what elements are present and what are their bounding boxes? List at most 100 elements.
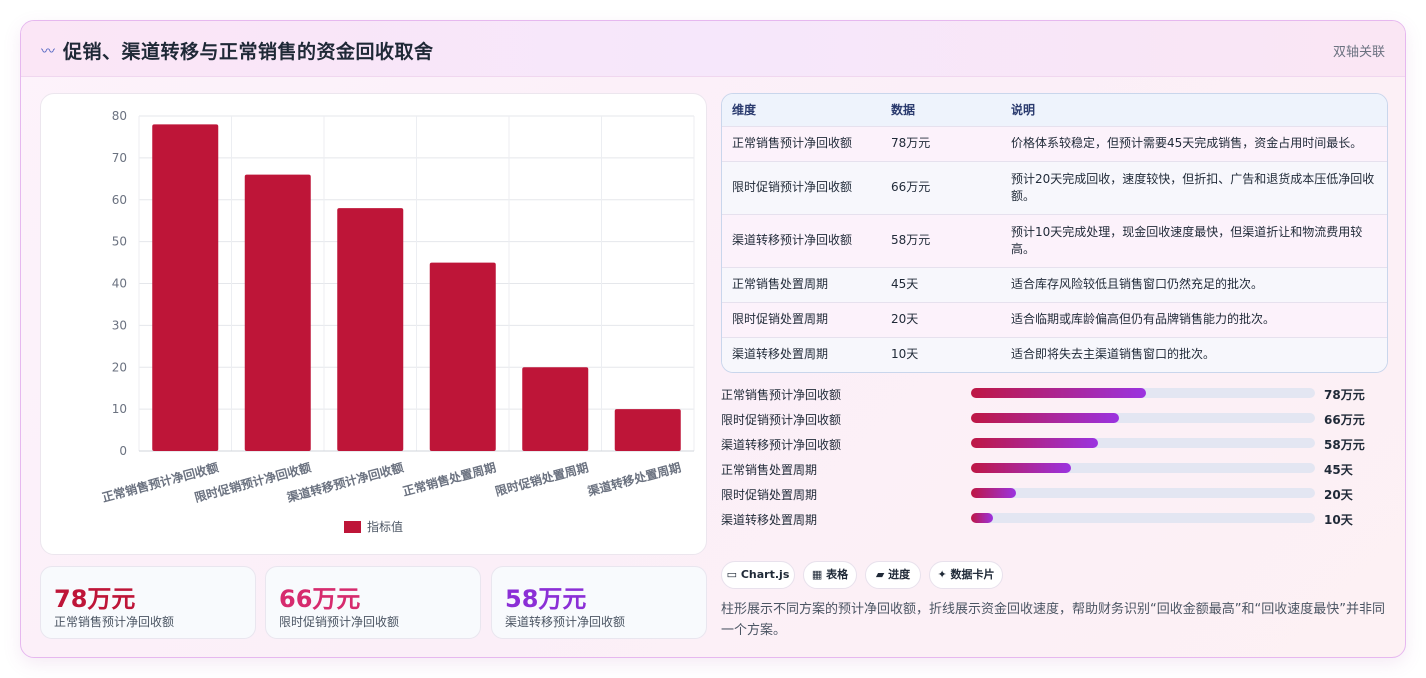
footer-note: 柱形展示不同方案的预计净回收额，折线展示资金回收速度，帮助财务识别“回收金额最高… — [721, 602, 1385, 638]
progress-label: 限时促销预计净回收额 — [721, 413, 842, 427]
progress-label: 渠道转移预计净回收额 — [721, 438, 842, 452]
progress-track — [971, 463, 1315, 473]
chip-table[interactable]: ▦ 表格 — [803, 561, 857, 589]
bar — [429, 262, 496, 451]
y-tick-label: 10 — [112, 402, 127, 416]
progress-value: 10天 — [1324, 513, 1353, 527]
table-cell: 20天 — [881, 301, 1001, 337]
y-tick-label: 20 — [112, 360, 127, 374]
table-cell: 78万元 — [881, 125, 1001, 161]
stat-value: 78万元 — [54, 585, 136, 613]
y-tick-label: 60 — [112, 193, 127, 207]
table-cell: 限时促销处置周期 — [722, 301, 881, 337]
bar — [244, 174, 311, 451]
bar — [152, 124, 219, 451]
table-icon: ▦ — [811, 568, 823, 581]
legend-swatch — [344, 521, 361, 533]
progress-label: 正常销售处置周期 — [721, 463, 818, 477]
progress-value: 58万元 — [1324, 438, 1365, 452]
stat-card-channel: 58万元 渠道转移预计净回收额 — [491, 566, 707, 639]
stat-label: 渠道转移预计净回收额 — [505, 615, 626, 629]
x-tick-label: 正常销售处置周期 — [401, 459, 498, 498]
table-row: 渠道转移预计净回收额 58万元 预计10天完成处理，现金回收速度最快，但渠道折让… — [722, 213, 1387, 267]
progress-fill — [971, 488, 1016, 498]
table-cell: 渠道转移处置周期 — [722, 336, 881, 372]
table-cell: 适合即将失去主渠道销售窗口的批次。 — [1001, 336, 1387, 372]
page-title: 促销、渠道转移与正常销售的资金回收取舍 — [63, 41, 434, 63]
y-tick-label: 80 — [112, 109, 127, 123]
header-tag: 双轴关联 — [1332, 45, 1385, 60]
table-cell: 限时促销预计净回收额 — [722, 160, 881, 214]
table-cell: 45天 — [881, 266, 1001, 302]
wave-icon: 〰 — [41, 44, 55, 60]
table-row: 正常销售处置周期 45天 适合库存风险较低且销售窗口仍然充足的批次。 — [722, 266, 1387, 302]
table-header-row: 维度 数据 说明 — [722, 94, 1387, 126]
progress-list: 正常销售预计净回收额 78万元 限时促销预计净回收额 66万元 渠道转移预计净回… — [721, 383, 1388, 533]
chip-progress[interactable]: ▰ 进度 — [865, 561, 921, 589]
progress-value: 78万元 — [1324, 388, 1365, 402]
stat-card-promo: 66万元 限时促销预计净回收额 — [265, 566, 481, 639]
table-row: 限时促销预计净回收额 66万元 预计20天完成回收，速度较快，但折扣、广告和退货… — [722, 160, 1387, 214]
progress-track — [971, 413, 1315, 423]
progress-track — [971, 488, 1315, 498]
table-cell: 预计20天完成回收，速度较快，但折扣、广告和退货成本压低净回收额。 — [1001, 160, 1387, 214]
table-cell: 66万元 — [881, 160, 1001, 214]
chip-chartjs[interactable]: ▭ Chart.js — [721, 561, 795, 589]
stat-value: 66万元 — [279, 585, 361, 613]
stat-card-normal: 78万元 正常销售预计净回收额 — [40, 566, 256, 639]
chip-data-cards[interactable]: ✦ 数据卡片 — [929, 561, 1003, 589]
legend-label: 指标值 — [367, 519, 403, 534]
table-cell: 预计10天完成处理，现金回收速度最快，但渠道折让和物流费用较高。 — [1001, 213, 1387, 267]
table-cell: 10天 — [881, 336, 1001, 372]
bar — [614, 409, 681, 451]
progress-label: 限时促销处置周期 — [721, 488, 818, 502]
x-tick-label: 渠道转移处置周期 — [586, 459, 683, 498]
y-tick-label: 0 — [119, 444, 127, 458]
bar-chart-panel: 0 10 20 30 40 50 60 70 80 正常销售预计净回收额 限时促销预计净回收额 渠道转… — [40, 93, 707, 555]
folder-icon: ▰ — [875, 568, 885, 581]
stat-value: 58万元 — [505, 585, 587, 613]
progress-row: 渠道转移预计净回收额 58万元 — [721, 433, 1388, 458]
progress-label: 正常销售预计净回收额 — [721, 388, 842, 402]
stat-label: 限时促销预计净回收额 — [279, 615, 400, 629]
table-cell: 适合临期或库龄偏高但仍有品牌销售能力的批次。 — [1001, 301, 1387, 337]
table-cell: 正常销售处置周期 — [722, 266, 881, 302]
sparkle-icon: ✦ — [937, 568, 947, 581]
progress-fill — [971, 463, 1071, 473]
window-icon: ▭ — [726, 568, 738, 581]
table-cell: 价格体系较稳定，但预计需要45天完成销售，资金占用时间最长。 — [1001, 125, 1387, 161]
stat-label: 正常销售预计净回收额 — [54, 615, 175, 629]
chip-label: 表格 — [826, 568, 849, 581]
progress-row: 渠道转移处置周期 10天 — [721, 508, 1388, 533]
x-tick-label: 限时促销处置周期 — [493, 459, 590, 498]
column-header: 维度 — [732, 103, 757, 118]
progress-fill — [971, 438, 1099, 448]
table-cell: 正常销售预计净回收额 — [722, 125, 881, 161]
chip-label: 数据卡片 — [950, 568, 995, 581]
bar — [522, 367, 589, 451]
progress-row: 限时促销处置周期 20天 — [721, 483, 1388, 508]
y-tick-label: 30 — [112, 318, 127, 332]
progress-row: 限时促销预计净回收额 66万元 — [721, 408, 1388, 433]
table-cell: 58万元 — [881, 213, 1001, 267]
chip-label: 进度 — [888, 568, 911, 581]
bar-chart: 01020304050607080正常销售预计净回收额限时促销预计净回收额渠道转… — [100, 109, 695, 534]
table-row: 限时促销处置周期 20天 适合临期或库龄偏高但仍有品牌销售能力的批次。 — [722, 301, 1387, 337]
progress-row: 正常销售预计净回收额 78万元 — [721, 383, 1388, 408]
column-header: 数据 — [891, 103, 916, 118]
progress-fill — [971, 513, 994, 523]
card-header: 〰 促销、渠道转移与正常销售的资金回收取舍 双轴关联 — [21, 21, 1405, 77]
table-row: 正常销售预计净回收额 78万元 价格体系较稳定，但预计需要45天完成销售，资金占… — [722, 125, 1387, 161]
progress-label: 渠道转移处置周期 — [721, 513, 818, 527]
table-cell: 适合库存风险较低且销售窗口仍然充足的批次。 — [1001, 266, 1387, 302]
progress-value: 20天 — [1324, 488, 1353, 502]
progress-row: 正常销售处置周期 45天 — [721, 458, 1388, 483]
table-cell: 渠道转移预计净回收额 — [722, 213, 881, 267]
progress-track — [971, 388, 1315, 398]
y-tick-label: 50 — [112, 235, 127, 249]
chip-label: Chart.js — [740, 568, 790, 581]
column-header: 说明 — [1011, 103, 1036, 118]
dashboard-card: 〰 促销、渠道转移与正常销售的资金回收取舍 双轴关联 0 10 20 30 40 50 60… — [20, 20, 1406, 658]
progress-fill — [971, 413, 1119, 423]
progress-value: 66万元 — [1324, 413, 1365, 427]
